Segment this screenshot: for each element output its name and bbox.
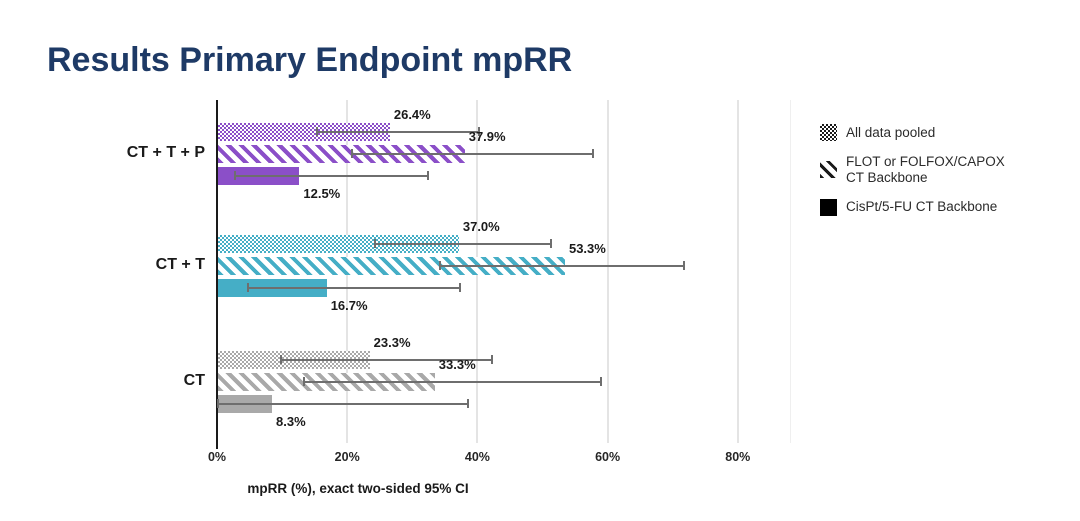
value-label: 8.3% (276, 414, 306, 429)
error-bar (218, 403, 468, 405)
value-label: 12.5% (303, 186, 341, 201)
error-bar (351, 153, 593, 155)
error-bar-cap-right (549, 239, 552, 248)
y-axis-line (216, 100, 218, 449)
value-label: 23.3% (373, 335, 411, 350)
error-bar-cap-left (233, 171, 236, 180)
bar-CT+T-diagonal (218, 257, 565, 275)
value-label: 33.3% (438, 357, 476, 372)
error-bar-cap-right (591, 149, 594, 158)
x-tick-label-40: 40% (464, 450, 490, 464)
error-bar (316, 131, 480, 133)
legend-item-cispt-5fu: CisPt/5-FU CT Backbone (820, 198, 1005, 216)
x-tick-label-80: 80% (725, 450, 751, 464)
error-bar-cap-right (478, 127, 481, 136)
group-label-1: CT + T (155, 256, 205, 273)
error-bar (234, 175, 428, 177)
error-bar (375, 243, 551, 245)
x-tick-label-20: 20% (334, 450, 360, 464)
page-title: Results Primary Endpoint mpRR (47, 40, 573, 79)
legend-item-label: FLOT or FOLFOX/CAPOX CT Backbone (846, 154, 1005, 185)
legend-item-label: CisPt/5-FU CT Backbone (846, 199, 998, 215)
error-bar-cap-left (374, 239, 377, 248)
legend-item-label: All data pooled (846, 124, 936, 140)
error-bar (281, 359, 493, 361)
error-bar-cap-right (459, 283, 462, 292)
error-bar-cap-left (439, 261, 442, 270)
crosshatch-pattern-icon (820, 124, 837, 141)
plot-right-border (790, 100, 791, 443)
solid-fill-pattern-icon (820, 198, 837, 216)
group-label-2: CT (183, 372, 205, 389)
error-bar-cap-left (315, 127, 318, 136)
error-bar-cap-right (600, 377, 603, 386)
value-label: 53.3% (568, 241, 606, 256)
value-label: 26.4% (393, 107, 431, 122)
error-bar-cap-left (246, 283, 249, 292)
error-bar-cap-left (350, 149, 353, 158)
bar-CT+T+P-crosshatch (218, 123, 390, 141)
error-bar-cap-right (491, 355, 494, 364)
gridline-80 (736, 100, 739, 443)
bar-CT+T-crosshatch (218, 235, 459, 253)
value-label: 37.9% (468, 129, 506, 144)
chart-legend: All data pooled FLOT or FOLFOX/CAPOX CT … (820, 124, 1005, 216)
error-bar-cap-right (682, 261, 685, 270)
error-bar-cap-right (426, 171, 429, 180)
error-bar (247, 287, 461, 289)
group-label-0: CT + T + P (126, 144, 205, 161)
gridline-60 (606, 100, 609, 443)
x-tick-label-60: 60% (595, 450, 621, 464)
error-bar (440, 265, 684, 267)
error-bar-cap-left (280, 355, 283, 364)
x-tick-label-0: 0% (207, 450, 227, 464)
error-bar-cap-left (217, 399, 220, 408)
diagonal-stripes-pattern-icon (820, 161, 837, 179)
value-label: 16.7% (330, 298, 368, 313)
error-bar-cap-right (466, 399, 469, 408)
x-axis-title: mpRR (%), exact two-sided 95% CI (247, 481, 469, 496)
error-bar-cap-left (302, 377, 305, 386)
legend-item-all-data-pooled: All data pooled (820, 124, 1005, 141)
error-bar (303, 381, 602, 383)
value-label: 37.0% (462, 219, 500, 234)
legend-item-flot-folfox-capox: FLOT or FOLFOX/CAPOX CT Backbone (820, 154, 1005, 186)
bar-CT+T+P-diagonal (218, 145, 465, 163)
